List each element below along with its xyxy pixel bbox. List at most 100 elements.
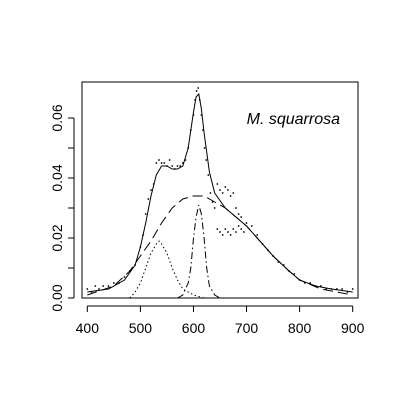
data-point — [221, 234, 224, 236]
data-point — [335, 288, 338, 290]
data-point — [198, 99, 201, 101]
data-point — [240, 228, 243, 230]
data-point — [229, 234, 232, 236]
data-point — [152, 183, 155, 185]
data-point — [288, 270, 290, 272]
data-point — [144, 213, 147, 215]
data-point — [176, 165, 179, 167]
data-point — [216, 228, 219, 230]
data-point — [261, 243, 264, 245]
data-point — [341, 288, 343, 290]
data-point — [211, 201, 214, 203]
annotation: M. squarrosa — [247, 111, 340, 128]
data-point — [325, 288, 328, 290]
data-point — [224, 186, 227, 188]
data-point — [243, 231, 245, 233]
data-point — [112, 282, 115, 284]
data-point — [134, 264, 137, 266]
data-point — [98, 288, 100, 290]
x-axis: 400 500 600 700 800 900 — [76, 305, 365, 336]
data-point — [147, 198, 150, 200]
series-line-longdash — [87, 195, 353, 296]
data-point — [298, 279, 301, 281]
data-point — [142, 234, 144, 236]
data-point — [277, 261, 280, 263]
data-point — [219, 231, 221, 233]
data-point — [256, 234, 259, 236]
data-point — [192, 114, 195, 116]
series-line-dotted — [129, 240, 215, 299]
data-point — [174, 168, 176, 170]
data-point — [102, 285, 105, 287]
data-point — [200, 114, 203, 116]
data-point — [118, 282, 121, 284]
data-point — [86, 288, 89, 290]
data-point — [202, 129, 204, 131]
data-point — [209, 192, 212, 194]
data-point — [314, 285, 317, 287]
data-point — [237, 225, 240, 227]
data-point — [205, 159, 208, 161]
x-tick-label: 500 — [129, 320, 153, 336]
data-point — [319, 285, 322, 287]
x-tick-label: 600 — [182, 320, 206, 336]
data-point — [171, 165, 174, 167]
data-point — [158, 159, 160, 161]
x-tick-label: 700 — [235, 320, 259, 336]
data-point — [194, 99, 197, 101]
y-axis: 0.00 0.02 0.04 0.06 — [49, 104, 75, 312]
data-point — [216, 183, 219, 185]
data-point — [184, 159, 187, 161]
data-point — [232, 192, 235, 194]
data-point — [107, 285, 110, 287]
data-point — [207, 174, 210, 176]
x-tick-label: 400 — [76, 320, 100, 336]
data-point — [235, 231, 237, 233]
data-point — [139, 246, 142, 248]
data-point — [219, 189, 221, 191]
data-point — [250, 225, 253, 227]
y-tick-label: 0.02 — [49, 224, 65, 251]
series-line-dashdot — [177, 204, 221, 299]
data-point — [90, 291, 93, 293]
data-point — [282, 264, 285, 266]
data-point — [160, 162, 163, 164]
data-point — [224, 228, 227, 230]
data-point — [155, 162, 158, 164]
data-point — [293, 273, 296, 275]
data-point — [227, 231, 229, 233]
data-point — [266, 249, 269, 251]
plot-box — [81, 81, 359, 299]
data-point — [168, 159, 171, 161]
scatter-points — [86, 87, 354, 293]
data-point — [187, 147, 190, 149]
data-point — [232, 228, 235, 230]
data-point — [245, 222, 248, 224]
data-point — [189, 129, 192, 131]
y-tick-label: 0.00 — [49, 284, 65, 311]
data-point — [240, 216, 243, 218]
data-point — [309, 282, 312, 284]
data-point — [166, 165, 168, 167]
data-point — [304, 282, 306, 284]
data-point — [128, 270, 131, 272]
data-point — [150, 189, 152, 191]
data-point — [163, 162, 166, 164]
data-point — [351, 288, 354, 290]
data-point — [227, 189, 229, 191]
data-point — [195, 90, 198, 92]
data-point — [203, 147, 206, 149]
data-point — [229, 195, 232, 197]
data-point — [179, 165, 182, 167]
y-tick-label: 0.04 — [49, 164, 65, 191]
data-point — [197, 87, 200, 89]
data-point — [123, 276, 126, 278]
x-tick-label: 900 — [341, 320, 365, 336]
data-point — [235, 207, 237, 209]
data-point — [237, 213, 240, 215]
data-point — [94, 285, 97, 287]
data-point — [181, 162, 184, 164]
data-point — [221, 192, 224, 194]
data-point — [346, 291, 349, 293]
